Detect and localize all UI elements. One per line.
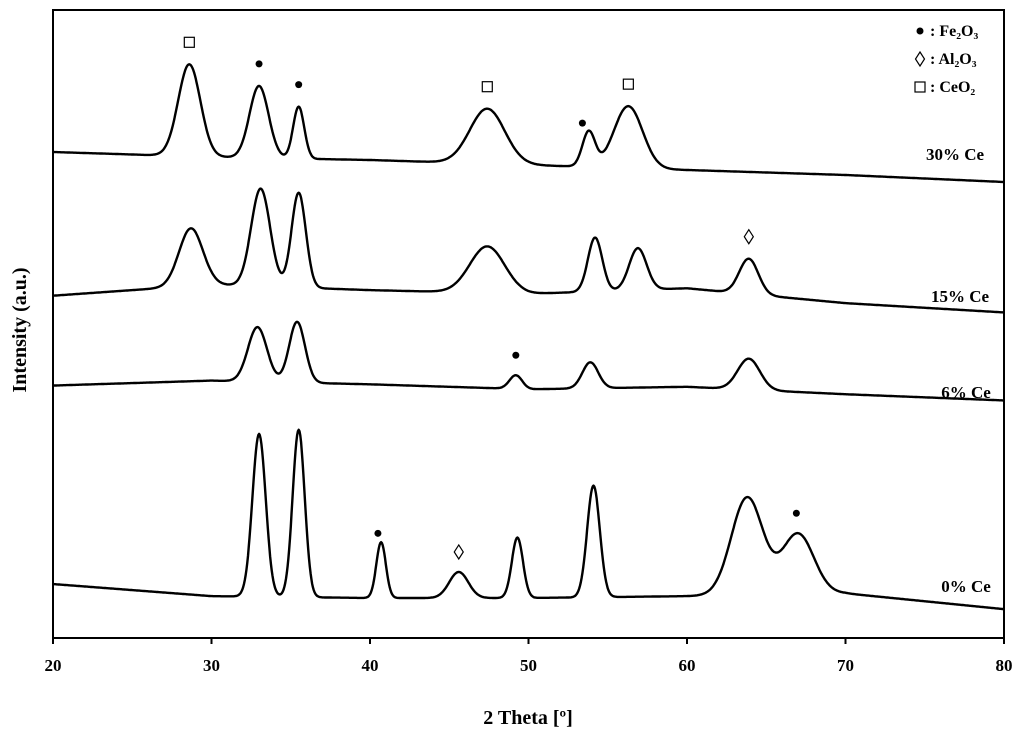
- curve-0-ce: [52, 428, 1005, 611]
- peak-markers-group: [183, 36, 800, 561]
- x-tick-label: 80: [996, 656, 1013, 675]
- x-tick-label: 40: [362, 656, 379, 675]
- plot-area-frame: [52, 9, 1005, 639]
- fe2o3-peak-marker: [295, 81, 303, 89]
- fe2o3-peak-marker: [578, 119, 586, 127]
- curve-label: 0% Ce: [941, 577, 991, 596]
- curve-6-ce: [52, 320, 1005, 402]
- legend-entry-label: : Al₂O₃: [930, 51, 977, 68]
- fe2o3-peak-marker: [255, 60, 263, 68]
- curve-labels-group: 30% Ce 15% Ce 6% Ce 0% Ce: [926, 145, 991, 596]
- curve-15-ce: [52, 187, 1005, 314]
- x-axis-ticks: 20 30 40 50 60 70 80: [45, 638, 1013, 675]
- al2o3-peak-marker: [453, 543, 464, 561]
- curves-group: [52, 63, 1005, 611]
- fe2o3-peak-marker: [512, 351, 520, 359]
- legend-ceo2-symbol: [914, 81, 926, 93]
- fe2o3-peak-marker: [792, 509, 800, 517]
- legend: : Fe₂O₃ : Al₂O₃ : CeO₂: [914, 23, 978, 96]
- ceo2-peak-marker: [183, 36, 195, 48]
- fe2o3-peak-marker: [374, 529, 382, 537]
- curve-30-ce: [52, 63, 1005, 184]
- x-tick-label: 60: [679, 656, 696, 675]
- y-axis-title: Intensity (a.u.): [9, 267, 31, 392]
- x-axis-title: 2 Theta [º]: [483, 707, 573, 729]
- ceo2-peak-marker: [622, 78, 634, 90]
- x-tick-label: 50: [520, 656, 537, 675]
- legend-fe2o3-symbol: [916, 27, 924, 35]
- x-tick-label: 70: [837, 656, 854, 675]
- curve-label: 6% Ce: [941, 383, 991, 402]
- curve-label: 30% Ce: [926, 145, 985, 164]
- curve-label: 15% Ce: [931, 287, 990, 306]
- al2o3-peak-marker: [743, 228, 755, 245]
- x-tick-label: 20: [45, 656, 62, 675]
- legend-entry-label: : CeO₂: [930, 79, 975, 96]
- x-tick-label: 30: [203, 656, 220, 675]
- legend-entry-label: : Fe₂O₃: [930, 23, 978, 40]
- legend-al2o3-symbol: [914, 50, 926, 68]
- ceo2-peak-marker: [481, 81, 493, 93]
